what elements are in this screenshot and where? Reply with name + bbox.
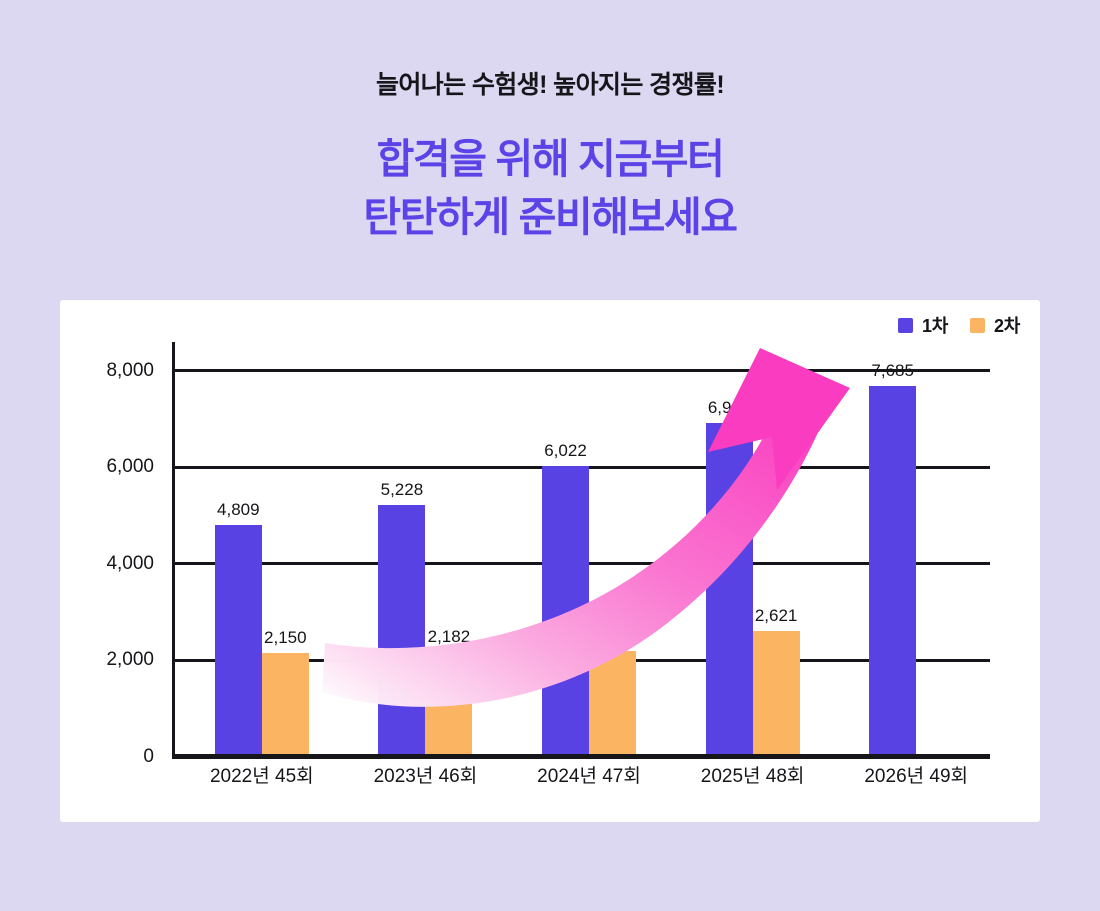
bar[interactable]: 6,913 xyxy=(705,398,753,757)
bar[interactable]: 7,685 xyxy=(869,361,917,757)
bar-value-label: 2,150 xyxy=(264,628,307,648)
plot-area: 0 2,000 4,000 6,000 8,000 4,809 2,150 5,228 2,1… xyxy=(106,342,990,787)
bar[interactable]: 5,228 xyxy=(378,480,426,757)
y-tick-label: 2,000 xyxy=(106,649,154,671)
x-axis-label: 2024년 47회 xyxy=(537,766,641,787)
y-axis-line xyxy=(172,342,175,757)
x-axis-label: 2023년 46회 xyxy=(373,766,478,787)
gridline xyxy=(172,369,990,373)
chart-card: 1차 2차 0 2,000 4,000 6,000 8,000 4,809 2,150 5,… xyxy=(60,300,1040,822)
bars-layer: 4,809 2,150 5,228 2,182 6,022 2,192 6,913 2,621… xyxy=(172,342,990,757)
headline-block: 늘어나는 수험생! 높아지는 경쟁률! 합격을 위해 지금부터 탄탄하게 준비해… xyxy=(0,70,1100,246)
bar-value-label: 6,022 xyxy=(544,441,587,461)
bar-value-label: 5,228 xyxy=(380,479,424,499)
y-tick-label: 8,000 xyxy=(106,359,154,381)
x-axis-label: 2025년 48회 xyxy=(700,766,805,787)
bar-value-label: 2,192 xyxy=(591,626,634,646)
page-title-line-1: 합격을 위해 지금부터 xyxy=(376,136,725,182)
bar-group: 6,022 2,192 xyxy=(542,342,636,757)
legend-label-series1: 1차 xyxy=(922,316,949,336)
square-swatch-icon xyxy=(898,317,914,333)
page-title: 합격을 위해 지금부터 탄탄하게 준비해보세요 xyxy=(0,130,1100,246)
x-axis-label: 2022년 45회 xyxy=(209,766,314,787)
legend-item-series2: 2차 xyxy=(970,312,1020,338)
bar[interactable]: 2,621 xyxy=(752,606,800,757)
y-tick-label: 4,000 xyxy=(106,552,154,574)
legend-item-series1: 1차 xyxy=(898,312,948,338)
bar-value-label: 7,685 xyxy=(871,361,914,381)
page-title-line-2: 탄탄하게 준비해보세요 xyxy=(363,194,738,241)
bar[interactable]: 2,192 xyxy=(589,626,636,757)
bar-value-label: 6,913 xyxy=(707,398,751,418)
bar[interactable]: 2,150 xyxy=(261,628,309,757)
bar-group: 4,809 2,150 xyxy=(214,342,309,757)
chart-legend: 1차 2차 xyxy=(898,312,1020,338)
bar[interactable]: 6,022 xyxy=(542,441,589,757)
y-tick-label: 6,000 xyxy=(106,456,154,478)
y-tick-label: 0 xyxy=(143,746,154,767)
bar[interactable]: 4,809 xyxy=(214,500,262,757)
bar-group: 6,913 2,621 xyxy=(705,342,800,757)
bar-value-label: 2,621 xyxy=(754,605,798,625)
bar-value-label: 4,809 xyxy=(217,499,260,519)
bar-group: 5,228 2,182 xyxy=(378,342,473,757)
legend-label-series2: 2차 xyxy=(994,316,1020,336)
x-axis-label: 2026년 49회 xyxy=(864,766,969,787)
subheadline: 늘어나는 수험생! 높아지는 경쟁률! xyxy=(375,71,725,99)
bar-group: 7,685 xyxy=(869,342,963,757)
gridline xyxy=(172,755,990,759)
square-swatch-icon xyxy=(970,317,986,333)
bar-value-label: 2,182 xyxy=(427,626,471,646)
x-axis-line xyxy=(172,754,990,757)
bar[interactable]: 2,182 xyxy=(425,627,473,757)
